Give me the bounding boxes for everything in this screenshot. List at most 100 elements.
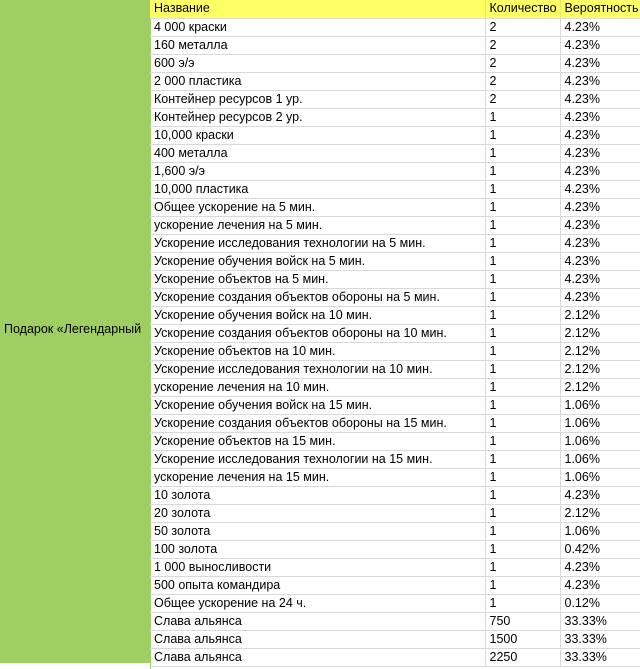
cell-item-name[interactable]: 1 000 выносливости bbox=[150, 558, 486, 577]
cell-item-name[interactable]: Контейнер ресурсов 2 ур. bbox=[150, 108, 486, 127]
cell-item-name[interactable]: Ускорение объектов на 5 мин. bbox=[150, 270, 486, 289]
cell-probability[interactable]: 0.42% bbox=[560, 540, 640, 559]
cell-quantity[interactable]: 1 bbox=[485, 288, 561, 307]
cell-item-name[interactable]: Контейнер ресурсов 1 ур. bbox=[150, 90, 486, 109]
cell-quantity[interactable]: 2 bbox=[485, 54, 561, 73]
cell-quantity[interactable]: 750 bbox=[485, 612, 561, 631]
cell-probability[interactable]: 4.23% bbox=[560, 558, 640, 577]
cell-probability[interactable]: 4.23% bbox=[560, 108, 640, 127]
cell-probability[interactable]: 4.23% bbox=[560, 180, 640, 199]
cell-probability[interactable]: 1.06% bbox=[560, 522, 640, 541]
cell-item-name[interactable]: 1,600 э/э bbox=[150, 162, 486, 181]
cell-item-name[interactable]: Общее ускорение на 5 мин. bbox=[150, 198, 486, 217]
cell-item-name[interactable]: Слава альянса bbox=[150, 612, 486, 631]
cell-quantity[interactable]: 2 bbox=[485, 18, 561, 37]
cell-quantity[interactable]: 1 bbox=[485, 342, 561, 361]
cell-probability[interactable]: 4.23% bbox=[560, 198, 640, 217]
cell-item-name[interactable]: 400 металла bbox=[150, 144, 486, 163]
cell-quantity[interactable]: 1 bbox=[485, 468, 561, 487]
cell-quantity[interactable]: 1 bbox=[485, 162, 561, 181]
cell-item-name[interactable]: 600 э/э bbox=[150, 54, 486, 73]
cell-item-name[interactable]: Ускорение обучения войск на 5 мин. bbox=[150, 252, 486, 271]
cell-item-name[interactable]: Ускорение создания объектов обороны на 5… bbox=[150, 288, 486, 307]
cell-quantity[interactable]: 1 bbox=[485, 576, 561, 595]
column-header-probability[interactable]: Вероятность bbox=[560, 0, 640, 19]
cell-quantity[interactable]: 1 bbox=[485, 522, 561, 541]
cell-probability[interactable]: 1.06% bbox=[560, 450, 640, 469]
column-header-name[interactable]: Название bbox=[150, 0, 486, 19]
cell-probability[interactable]: 4.23% bbox=[560, 162, 640, 181]
column-header-quantity[interactable]: Количество bbox=[485, 0, 561, 19]
cell-quantity[interactable]: 1 bbox=[485, 126, 561, 145]
cell-probability[interactable]: 4.23% bbox=[560, 36, 640, 55]
cell-quantity[interactable]: 1 bbox=[485, 270, 561, 289]
cell-item-name[interactable]: 100 золота bbox=[150, 540, 486, 559]
cell-probability[interactable]: 4.23% bbox=[560, 216, 640, 235]
cell-quantity[interactable]: 1 bbox=[485, 180, 561, 199]
cell-quantity[interactable]: 2250 bbox=[485, 648, 561, 667]
cell-quantity[interactable]: 1 bbox=[485, 414, 561, 433]
cell-probability[interactable]: 33.33% bbox=[560, 630, 640, 649]
cell-item-name[interactable]: ускорение лечения на 5 мин. bbox=[150, 216, 486, 235]
cell-quantity[interactable]: 1 bbox=[485, 324, 561, 343]
cell-item-name[interactable]: Ускорение объектов на 15 мин. bbox=[150, 432, 486, 451]
cell-quantity[interactable]: 1 bbox=[485, 108, 561, 127]
cell-item-name[interactable]: ускорение лечения на 10 мин. bbox=[150, 378, 486, 397]
cell-quantity[interactable]: 1 bbox=[485, 252, 561, 271]
cell-quantity[interactable]: 1 bbox=[485, 558, 561, 577]
cell-probability[interactable]: 2.12% bbox=[560, 360, 640, 379]
cell-item-name[interactable]: Ускорение создания объектов обороны на 1… bbox=[150, 414, 486, 433]
cell-item-name[interactable]: Слава альянса bbox=[150, 648, 486, 667]
cell-quantity[interactable]: 1 bbox=[485, 540, 561, 559]
cell-quantity[interactable]: 1 bbox=[485, 396, 561, 415]
cell-probability[interactable]: 4.23% bbox=[560, 576, 640, 595]
cell-probability[interactable]: 1.06% bbox=[560, 432, 640, 451]
cell-item-name[interactable]: ускорение лечения на 15 мин. bbox=[150, 468, 486, 487]
cell-quantity[interactable]: 2 bbox=[485, 72, 561, 91]
cell-quantity[interactable]: 1 bbox=[485, 360, 561, 379]
cell-item-name[interactable]: 4 000 краски bbox=[150, 18, 486, 37]
cell-probability[interactable]: 1.06% bbox=[560, 414, 640, 433]
cell-probability[interactable]: 4.23% bbox=[560, 126, 640, 145]
cell-probability[interactable]: 4.23% bbox=[560, 144, 640, 163]
cell-probability[interactable]: 4.23% bbox=[560, 270, 640, 289]
cell-probability[interactable]: 1.06% bbox=[560, 396, 640, 415]
cell-probability[interactable]: 2.12% bbox=[560, 504, 640, 523]
cell-probability[interactable]: 4.23% bbox=[560, 234, 640, 253]
cell-quantity[interactable]: 1 bbox=[485, 144, 561, 163]
cell-probability[interactable]: 4.23% bbox=[560, 72, 640, 91]
cell-item-name[interactable]: 2 000 пластика bbox=[150, 72, 486, 91]
cell-item-name[interactable]: 500 опыта командира bbox=[150, 576, 486, 595]
cell-item-name[interactable]: 50 золота bbox=[150, 522, 486, 541]
cell-probability[interactable]: 33.33% bbox=[560, 648, 640, 667]
cell-probability[interactable]: 4.23% bbox=[560, 252, 640, 271]
cell-probability[interactable]: 4.23% bbox=[560, 90, 640, 109]
cell-quantity[interactable]: 1 bbox=[485, 306, 561, 325]
cell-quantity[interactable]: 2 bbox=[485, 90, 561, 109]
cell-probability[interactable]: 4.23% bbox=[560, 18, 640, 37]
cell-quantity[interactable]: 1 bbox=[485, 486, 561, 505]
cell-probability[interactable]: 2.12% bbox=[560, 378, 640, 397]
cell-item-name[interactable]: Слава альянса bbox=[150, 630, 486, 649]
cell-probability[interactable]: 2.12% bbox=[560, 324, 640, 343]
cell-quantity[interactable]: 1 bbox=[485, 378, 561, 397]
cell-item-name[interactable]: 20 золота bbox=[150, 504, 486, 523]
cell-item-name[interactable]: Ускорение объектов на 10 мин. bbox=[150, 342, 486, 361]
cell-item-name[interactable]: 160 металла bbox=[150, 36, 486, 55]
cell-item-name[interactable]: Общее ускорение на 24 ч. bbox=[150, 594, 486, 613]
cell-probability[interactable]: 4.23% bbox=[560, 54, 640, 73]
cell-quantity[interactable]: 1500 bbox=[485, 630, 561, 649]
cell-item-name[interactable]: Ускорение создания объектов обороны на 1… bbox=[150, 324, 486, 343]
cell-probability[interactable]: 0.12% bbox=[560, 594, 640, 613]
cell-quantity[interactable]: 2 bbox=[485, 36, 561, 55]
cell-quantity[interactable]: 1 bbox=[485, 594, 561, 613]
cell-quantity[interactable]: 1 bbox=[485, 198, 561, 217]
cell-item-name[interactable]: Ускорение обучения войск на 15 мин. bbox=[150, 396, 486, 415]
cell-item-name[interactable]: Ускорение обучения войск на 10 мин. bbox=[150, 306, 486, 325]
cell-probability[interactable]: 2.12% bbox=[560, 306, 640, 325]
cell-quantity[interactable]: 1 bbox=[485, 234, 561, 253]
cell-quantity[interactable]: 1 bbox=[485, 450, 561, 469]
cell-item-name[interactable]: 10,000 пластика bbox=[150, 180, 486, 199]
cell-probability[interactable]: 4.23% bbox=[560, 288, 640, 307]
cell-item-name[interactable]: 10,000 краски bbox=[150, 126, 486, 145]
